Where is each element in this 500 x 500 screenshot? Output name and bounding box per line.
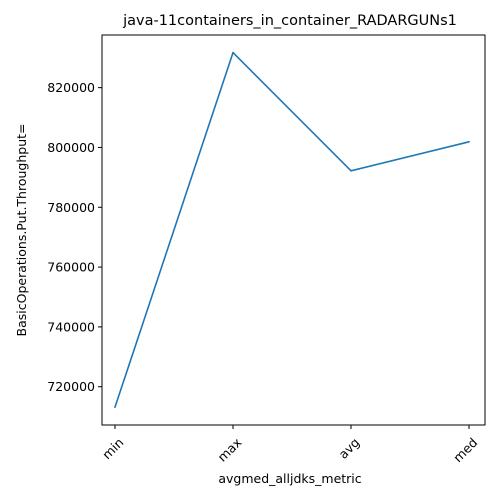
series-layer [114, 51, 470, 408]
plot-frame [101, 34, 486, 426]
y-axis: 720000 740000 760000 780000 800000 820000 [47, 80, 102, 394]
x-tick-label: avg [336, 435, 363, 462]
x-axis-label: avgmed_alljdks_metric [218, 471, 361, 486]
y-tick-label: 740000 [47, 319, 95, 334]
data-point [114, 406, 116, 408]
y-tick-label: 780000 [47, 200, 95, 215]
y-tick-label: 760000 [47, 260, 95, 275]
chart-title: java-11containers_in_container_RADARGUNs… [122, 13, 457, 29]
plot-area [101, 34, 486, 426]
y-axis-label: BasicOperations.Put.Throughput= [14, 124, 29, 337]
series-line [114, 51, 470, 408]
x-tick-label: min [99, 435, 126, 462]
x-tick-label: max [215, 435, 245, 465]
x-axis: min max avg med [99, 425, 480, 465]
x-tick-label: med [450, 435, 480, 465]
data-point [350, 169, 352, 172]
y-tick-label: 720000 [47, 379, 95, 394]
data-point [468, 140, 470, 143]
y-tick-label: 820000 [47, 80, 95, 95]
y-tick-label: 800000 [47, 140, 95, 155]
data-point [232, 51, 234, 54]
